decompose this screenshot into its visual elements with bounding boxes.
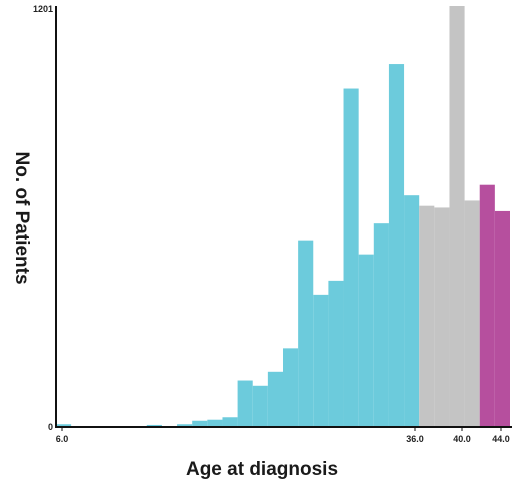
histogram-bar-19 (434, 207, 450, 426)
histogram-bar-7 (252, 385, 268, 426)
x-tick-label-2: 40.0 (453, 434, 471, 444)
y-tick-label-zero: 0 (48, 422, 53, 432)
y-tick-label-max: 1201 (33, 4, 53, 14)
histogram-bar-8 (267, 371, 283, 426)
x-axis-title: Age at diagnosis (186, 459, 338, 480)
histogram-bar-5 (222, 417, 238, 426)
histogram-bar-15 (373, 223, 389, 426)
histogram-bar-2 (177, 424, 193, 426)
x-tick-label-0: 6.0 (56, 434, 69, 444)
histogram-bar-22 (479, 184, 495, 426)
histogram-bar-16 (388, 64, 405, 427)
y-axis-title: No. of Patients (11, 151, 32, 284)
histogram-bar-13 (343, 88, 359, 426)
histogram-bar-18 (419, 205, 435, 426)
histogram-bar-11 (313, 294, 329, 426)
histogram-bar-23 (494, 210, 510, 426)
x-tick-label-1: 36.0 (406, 434, 424, 444)
histogram-bar-0 (56, 424, 72, 426)
x-tick-label-3: 44.0 (492, 434, 510, 444)
histogram-bar-12 (328, 280, 344, 426)
histogram-bar-17 (404, 195, 420, 426)
histogram-bar-21 (464, 200, 480, 426)
histogram-bar-20 (449, 6, 465, 426)
histogram-bar-9 (283, 348, 299, 426)
histogram-bar-4 (207, 419, 223, 426)
histogram-bar-3 (192, 420, 208, 426)
histogram-bar-14 (358, 254, 374, 426)
histogram-bar-6 (237, 380, 253, 426)
bars-group (56, 6, 510, 427)
x-ticks-group: 6.0 36.0 40.0 44.0 (56, 427, 510, 444)
histogram-bar-10 (298, 240, 314, 426)
histogram-bar-1 (146, 424, 162, 426)
